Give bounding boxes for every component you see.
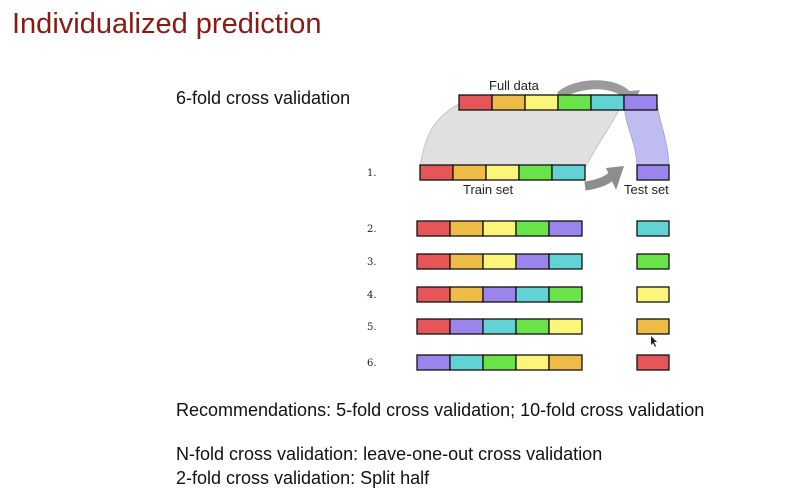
train-set-label: Train set — [463, 182, 513, 197]
full-data-block-purple — [623, 94, 658, 111]
train-block-orange — [449, 220, 484, 237]
train-block-red — [416, 318, 451, 335]
test-connector-band — [623, 103, 670, 167]
twofold-note: 2-fold cross validation: Split half — [176, 468, 430, 488]
test-block-yellow — [636, 286, 670, 303]
nfold-note: N-fold cross validation: leave-one-out c… — [176, 444, 603, 464]
fold-number: 4. — [367, 290, 377, 301]
test-block-cyan — [636, 220, 670, 237]
test-block-purple — [636, 164, 670, 181]
train-block-yellow — [515, 354, 550, 371]
train-block-cyan — [551, 164, 586, 181]
test-block-orange — [636, 318, 670, 335]
slide-subtitle: 6-fold cross validation — [176, 88, 351, 108]
train-block-yellow — [482, 220, 517, 237]
train-block-red — [419, 164, 454, 181]
train-block-red — [416, 286, 451, 303]
top-arc-arrow — [556, 80, 632, 100]
test-set-label: Test set — [624, 182, 669, 197]
full-data-block-red — [458, 94, 493, 111]
full-data-label: Full data — [489, 78, 540, 93]
train-block-cyan — [449, 354, 484, 371]
mouse-cursor-icon — [651, 336, 657, 347]
slide-title: Individualized prediction — [12, 8, 322, 40]
full-data-block-green — [557, 94, 592, 111]
train-block-red — [416, 253, 451, 270]
train-block-purple — [515, 253, 550, 270]
fold-row: 5. — [367, 318, 670, 335]
test-arrowhead — [606, 166, 624, 190]
fold-number: 5. — [367, 322, 377, 333]
fold-number: 1. — [367, 168, 377, 179]
train-block-green — [518, 164, 553, 181]
train-block-yellow — [482, 253, 517, 270]
train-block-green — [548, 286, 583, 303]
train-block-purple — [416, 354, 451, 371]
train-block-orange — [452, 164, 487, 181]
full-data-block-cyan — [590, 94, 625, 111]
train-block-purple — [548, 220, 583, 237]
test-block-red — [636, 354, 670, 371]
train-connector-band — [419, 103, 623, 167]
fold-rows: 1. 2. 3. 4. 5. 6. — [367, 164, 670, 371]
train-block-yellow — [548, 318, 583, 335]
fold-row: 3. — [367, 253, 670, 270]
fold-row: 4. — [367, 286, 670, 303]
train-block-yellow — [485, 164, 520, 181]
fold-number: 6. — [367, 358, 377, 369]
train-block-cyan — [515, 286, 550, 303]
fold-row: 1. — [367, 164, 670, 181]
train-block-purple — [482, 286, 517, 303]
train-block-cyan — [548, 253, 583, 270]
full-data-block-yellow — [524, 94, 559, 111]
fold-number: 3. — [367, 257, 377, 268]
train-block-purple — [449, 318, 484, 335]
full-data-block-orange — [491, 94, 526, 111]
train-block-cyan — [482, 318, 517, 335]
test-block-green — [636, 253, 670, 270]
train-block-green — [515, 318, 550, 335]
train-block-red — [416, 220, 451, 237]
train-block-orange — [449, 253, 484, 270]
recommendations-text: Recommendations: 5-fold cross validation… — [176, 400, 705, 420]
train-block-green — [515, 220, 550, 237]
fold-row: 6. — [367, 354, 670, 371]
fold-number: 2. — [367, 224, 377, 235]
full-data-row — [458, 94, 658, 111]
train-block-green — [482, 354, 517, 371]
train-block-orange — [449, 286, 484, 303]
fold-row: 2. — [367, 220, 670, 237]
train-block-orange — [548, 354, 583, 371]
